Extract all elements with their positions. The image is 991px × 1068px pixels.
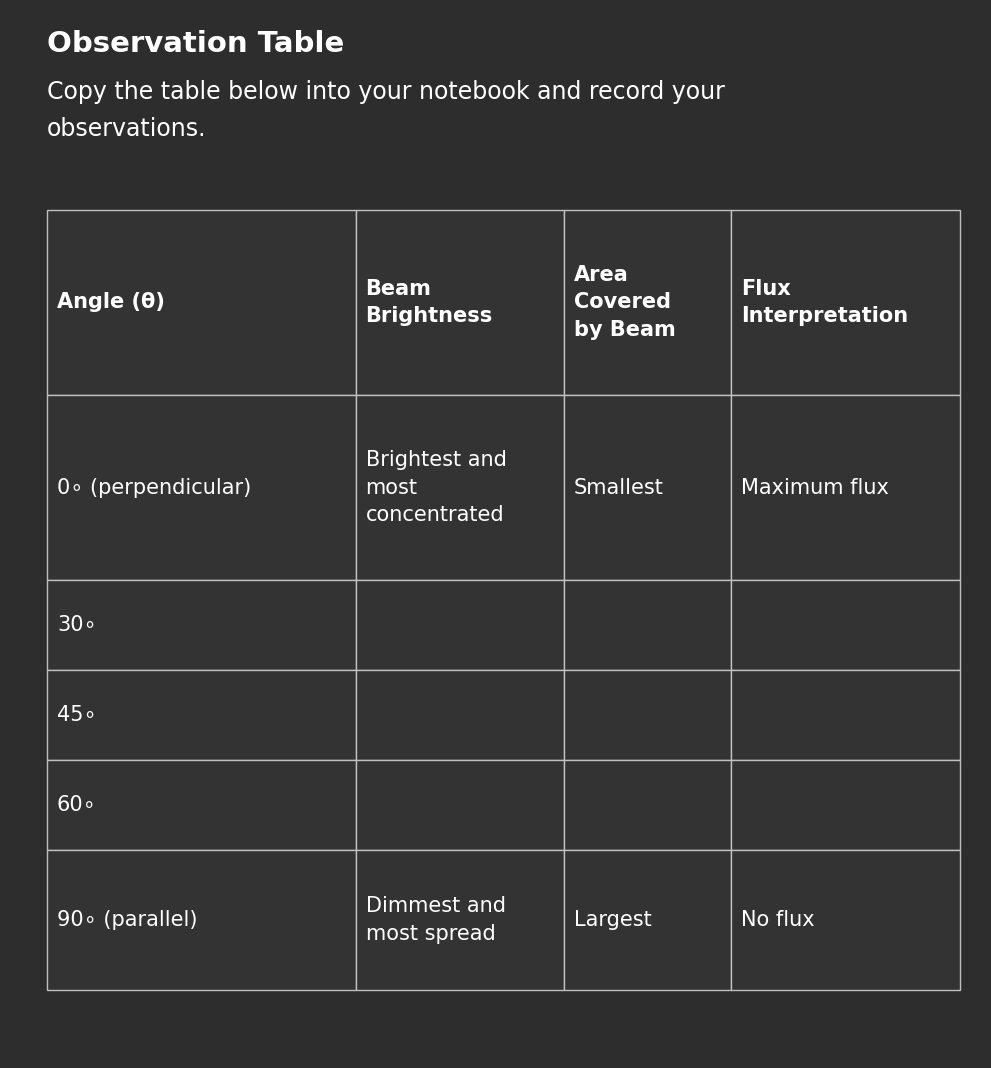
- Bar: [564, 395, 730, 580]
- Text: 90∘ (parallel): 90∘ (parallel): [57, 910, 197, 930]
- Text: Dimmest and
most spread: Dimmest and most spread: [366, 896, 505, 944]
- Bar: [564, 670, 730, 760]
- Text: 0∘ (perpendicular): 0∘ (perpendicular): [57, 477, 252, 498]
- Text: Flux
Interpretation: Flux Interpretation: [741, 279, 908, 326]
- Bar: [564, 210, 730, 395]
- Bar: [356, 760, 564, 850]
- Text: Observation Table: Observation Table: [47, 30, 344, 58]
- Bar: [564, 760, 730, 850]
- Bar: [730, 395, 960, 580]
- Bar: [564, 580, 730, 670]
- Bar: [356, 670, 564, 760]
- Text: Smallest: Smallest: [574, 477, 664, 498]
- Text: Angle (θ): Angle (θ): [57, 293, 165, 313]
- Bar: [47, 395, 356, 580]
- Bar: [356, 395, 564, 580]
- Bar: [47, 580, 356, 670]
- Text: Copy the table below into your notebook and record your
observations.: Copy the table below into your notebook …: [47, 80, 724, 141]
- Bar: [47, 850, 356, 990]
- Text: Area
Covered
by Beam: Area Covered by Beam: [574, 265, 676, 340]
- Bar: [730, 850, 960, 990]
- Text: Beam
Brightness: Beam Brightness: [366, 279, 493, 326]
- Bar: [356, 580, 564, 670]
- Bar: [730, 580, 960, 670]
- Text: Maximum flux: Maximum flux: [741, 477, 889, 498]
- Bar: [356, 210, 564, 395]
- Text: 45∘: 45∘: [57, 705, 97, 725]
- Text: 30∘: 30∘: [57, 615, 97, 635]
- Bar: [47, 760, 356, 850]
- Bar: [730, 670, 960, 760]
- Bar: [730, 760, 960, 850]
- Bar: [47, 210, 356, 395]
- Text: 60∘: 60∘: [57, 795, 97, 815]
- Text: Largest: Largest: [574, 910, 651, 930]
- Text: Brightest and
most
concentrated: Brightest and most concentrated: [366, 451, 506, 524]
- Bar: [564, 850, 730, 990]
- Bar: [47, 670, 356, 760]
- Bar: [730, 210, 960, 395]
- Bar: [356, 850, 564, 990]
- Text: No flux: No flux: [741, 910, 815, 930]
